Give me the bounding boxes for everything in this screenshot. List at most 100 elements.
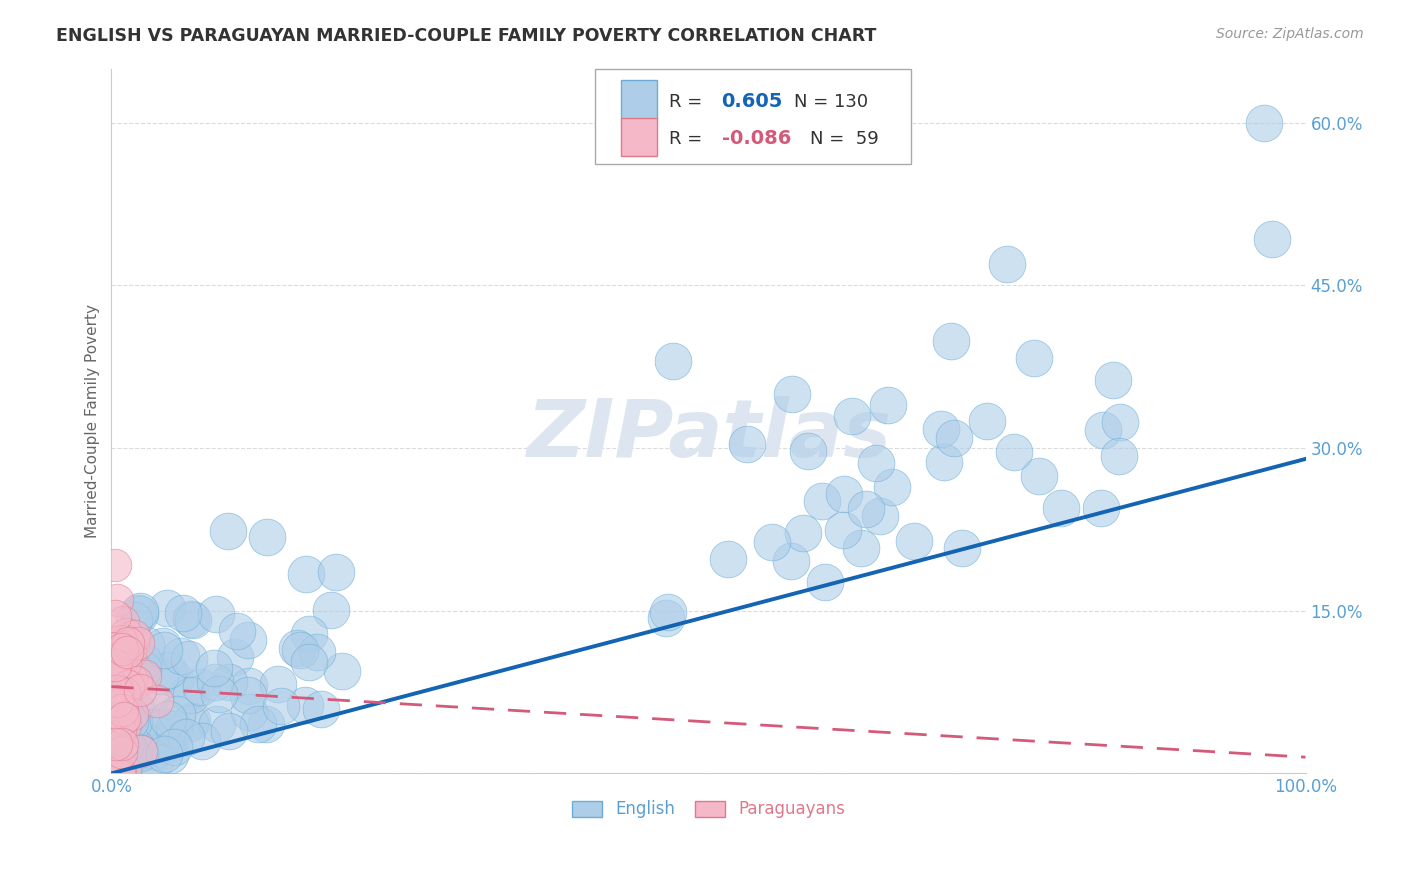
Point	[181, 614, 204, 628]
Point	[105, 737, 128, 751]
Point	[107, 665, 129, 680]
Text: -0.086: -0.086	[721, 129, 792, 148]
Point	[225, 624, 247, 639]
Point	[202, 661, 225, 675]
Point	[115, 645, 138, 659]
Point	[950, 541, 973, 555]
Point	[125, 675, 148, 690]
Point	[143, 754, 166, 768]
Point	[939, 334, 962, 348]
Point	[115, 645, 138, 659]
Point	[145, 694, 167, 708]
Point	[122, 636, 145, 650]
Point	[761, 535, 783, 549]
Point	[110, 706, 132, 720]
Point	[121, 707, 143, 722]
Point	[118, 646, 141, 660]
Point	[190, 680, 212, 694]
Point	[288, 643, 311, 657]
Point	[117, 636, 139, 650]
Point	[298, 627, 321, 641]
Point	[159, 732, 181, 747]
Point	[1002, 445, 1025, 459]
Point	[104, 698, 127, 712]
Point	[796, 444, 818, 458]
Point	[115, 634, 138, 648]
Point	[135, 638, 157, 652]
Point	[104, 685, 127, 699]
Point	[125, 740, 148, 755]
Point	[129, 747, 152, 761]
Point	[153, 747, 176, 761]
Point	[1261, 232, 1284, 246]
Point	[112, 711, 135, 725]
Point	[163, 722, 186, 736]
Point	[103, 703, 125, 717]
Point	[111, 642, 134, 657]
Point	[841, 409, 863, 423]
Point	[112, 686, 135, 700]
Point	[104, 731, 127, 745]
Point	[180, 688, 202, 702]
Point	[143, 720, 166, 734]
Point	[111, 662, 134, 676]
Point	[139, 751, 162, 765]
Point	[165, 673, 187, 687]
Point	[792, 525, 814, 540]
Point	[855, 502, 877, 516]
Point	[903, 533, 925, 548]
FancyBboxPatch shape	[621, 118, 657, 156]
Point	[118, 667, 141, 681]
Point	[156, 600, 179, 615]
Point	[218, 675, 240, 690]
Point	[814, 575, 837, 590]
Point	[105, 694, 128, 708]
Point	[159, 736, 181, 750]
Point	[112, 615, 135, 629]
Point	[104, 558, 127, 573]
Point	[285, 640, 308, 655]
Text: ZIPatlas: ZIPatlas	[526, 396, 891, 474]
Point	[932, 455, 955, 469]
Point	[179, 715, 201, 730]
Point	[114, 627, 136, 641]
Text: R =: R =	[669, 93, 703, 111]
Point	[224, 649, 246, 664]
Point	[174, 731, 197, 745]
Point	[330, 664, 353, 678]
Point	[107, 684, 129, 698]
Point	[849, 541, 872, 555]
Point	[205, 716, 228, 731]
Text: N =  59: N = 59	[810, 130, 879, 148]
Point	[1022, 351, 1045, 366]
Point	[111, 703, 134, 717]
Point	[655, 611, 678, 625]
Point	[104, 608, 127, 623]
Point	[108, 765, 131, 780]
Point	[107, 765, 129, 780]
Point	[107, 663, 129, 677]
Point	[170, 648, 193, 663]
Point	[152, 640, 174, 654]
Point	[191, 734, 214, 748]
Point	[976, 414, 998, 428]
Point	[134, 669, 156, 683]
Point	[309, 702, 332, 716]
Point	[1090, 500, 1112, 515]
Point	[110, 745, 132, 759]
Point	[108, 703, 131, 717]
Point	[105, 593, 128, 607]
Point	[869, 508, 891, 523]
Point	[1108, 449, 1130, 463]
Point	[128, 661, 150, 675]
Point	[105, 684, 128, 698]
Point	[114, 656, 136, 670]
Point	[105, 651, 128, 665]
Text: ENGLISH VS PARAGUAYAN MARRIED-COUPLE FAMILY POVERTY CORRELATION CHART: ENGLISH VS PARAGUAYAN MARRIED-COUPLE FAM…	[56, 27, 876, 45]
Point	[127, 727, 149, 741]
Point	[111, 712, 134, 726]
Point	[120, 714, 142, 728]
Point	[105, 647, 128, 661]
Point	[125, 701, 148, 715]
Point	[266, 676, 288, 690]
